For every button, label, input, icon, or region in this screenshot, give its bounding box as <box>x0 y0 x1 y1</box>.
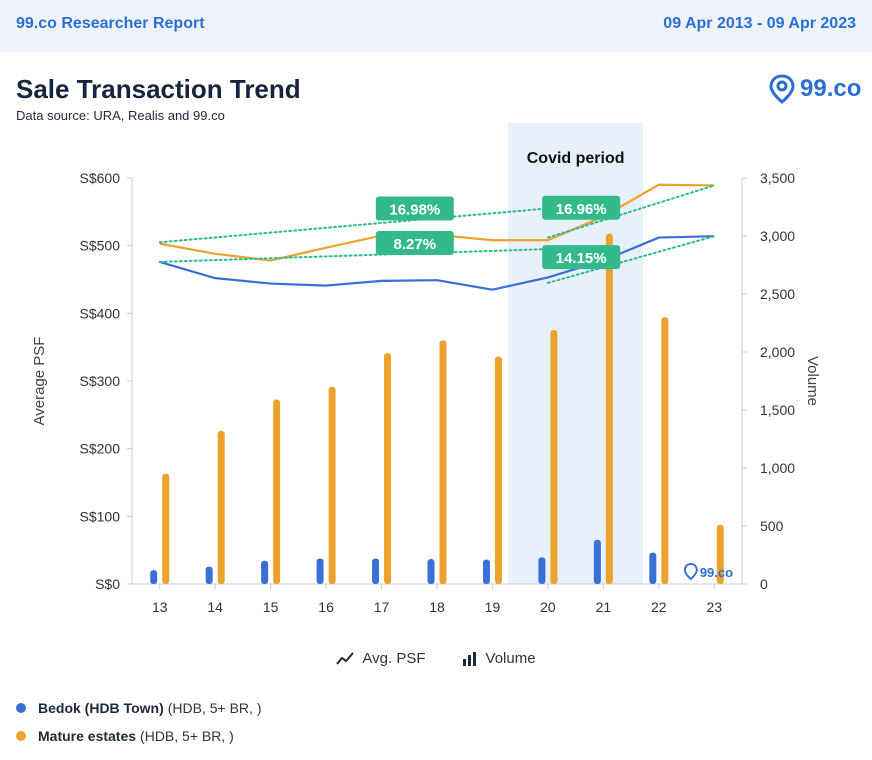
volume-bar <box>217 430 225 584</box>
report-header: 99.co Researcher Report 09 Apr 2013 - 09… <box>0 0 872 52</box>
watermark-text: 99.co <box>700 565 733 580</box>
growth-badge-label: 16.98% <box>389 201 440 218</box>
series-legend-item: Bedok (HDB Town) (HDB, 5+ BR, ) <box>16 694 261 722</box>
chart-legend: Avg. PSF Volume <box>0 650 872 667</box>
series-legend-item: Mature estates (HDB, 5+ BR, ) <box>16 722 261 750</box>
chart-watermark: 99.co <box>683 563 733 581</box>
legend-label-avg-psf: Avg. PSF <box>362 650 426 667</box>
volume-bar <box>261 560 269 584</box>
volume-bar <box>439 340 447 584</box>
x-axis-tick-label: 18 <box>429 599 445 615</box>
left-axis-tick-label: S$200 <box>80 441 121 457</box>
volume-bar <box>550 329 558 584</box>
brand-logo: 99.co <box>768 74 861 104</box>
volume-bar <box>538 557 546 584</box>
volume-bar <box>162 473 170 584</box>
trend-line <box>158 248 549 263</box>
x-axis-tick-label: 13 <box>152 599 168 615</box>
growth-badge-label: 8.27% <box>394 236 437 253</box>
x-axis-tick-label: 15 <box>263 599 279 615</box>
left-axis-tick-label: S$500 <box>80 238 121 254</box>
growth-badge-label: 16.96% <box>556 201 607 218</box>
left-axis-title: Average PSF <box>31 337 48 426</box>
right-axis-tick-label: 3,500 <box>760 170 795 186</box>
left-axis-tick-label: S$300 <box>80 373 121 389</box>
covid-period-label: Covid period <box>527 150 625 167</box>
volume-bar <box>482 559 490 584</box>
x-axis-tick-label: 20 <box>540 599 556 615</box>
right-axis-tick-label: 2,000 <box>760 344 795 360</box>
left-axis-tick-label: S$0 <box>95 576 120 592</box>
x-axis-tick-label: 17 <box>374 599 390 615</box>
volume-bar <box>605 233 613 584</box>
volume-bar <box>273 399 281 584</box>
legend-item-avg-psf[interactable]: Avg. PSF <box>336 650 426 667</box>
series-legend: Bedok (HDB Town) (HDB, 5+ BR, ) Mature e… <box>16 694 261 750</box>
logo-text: 99.co <box>800 75 862 102</box>
volume-bar <box>661 317 669 584</box>
chart-title: Sale Transaction Trend <box>16 74 301 104</box>
x-axis-tick-label: 21 <box>596 599 612 615</box>
right-axis-tick-label: 0 <box>760 576 768 592</box>
volume-bar <box>716 524 724 584</box>
legend-label-volume: Volume <box>485 650 536 667</box>
line-chart-icon <box>336 651 355 665</box>
volume-bar <box>328 386 336 584</box>
growth-badge-label: 14.15% <box>556 250 607 267</box>
right-axis-tick-label: 1,000 <box>760 460 795 476</box>
x-axis-tick-label: 14 <box>207 599 223 615</box>
left-axis-tick-label: S$400 <box>80 305 121 321</box>
volume-bar <box>384 353 392 584</box>
right-axis-tick-label: 500 <box>760 518 784 534</box>
right-axis-tick-label: 2,500 <box>760 286 795 302</box>
series-dot-icon <box>16 731 26 741</box>
data-source: Data source: URA, Realis and 99.co <box>16 108 225 123</box>
watermark-pin-icon <box>683 563 698 581</box>
x-axis-tick-label: 16 <box>318 599 334 615</box>
right-axis-tick-label: 1,500 <box>760 402 795 418</box>
legend-item-volume[interactable]: Volume <box>462 650 536 667</box>
report-name: 99.co Researcher Report <box>16 15 205 32</box>
series-detail: (HDB, 5+ BR, ) <box>140 728 234 744</box>
series-name: Mature estates <box>38 728 137 744</box>
x-axis-tick-label: 19 <box>485 599 501 615</box>
growth-badge <box>375 230 454 255</box>
series-detail: (HDB, 5+ BR, ) <box>167 700 262 716</box>
volume-bar <box>150 570 158 584</box>
series-dot-icon <box>16 703 26 713</box>
growth-badge <box>542 195 621 220</box>
volume-bar <box>649 552 657 584</box>
bar-chart-icon <box>462 651 476 666</box>
left-axis-tick-label: S$100 <box>80 508 121 524</box>
left-axis-tick-label: S$600 <box>80 170 121 186</box>
growth-badge <box>375 196 454 221</box>
series-name: Bedok (HDB Town) <box>38 700 164 716</box>
sale-transaction-chart: Covid period S$0 S$100 S$200 S$300 S$400 S$500… <box>31 123 821 615</box>
volume-bar <box>494 356 502 584</box>
trend-line <box>546 184 716 239</box>
x-axis-tick-label: 23 <box>706 599 722 615</box>
right-axis-title: Volume <box>804 356 821 406</box>
growth-badge <box>542 245 621 270</box>
volume-bar <box>593 539 601 584</box>
trend-line <box>158 207 549 244</box>
volume-bar <box>205 566 213 584</box>
right-axis-tick-label: 3,000 <box>760 228 795 244</box>
covid-period-band <box>508 123 644 584</box>
location-pin-icon <box>769 74 795 104</box>
volume-bar <box>427 559 435 584</box>
volume-bar <box>316 558 324 584</box>
date-range: 09 Apr 2013 - 09 Apr 2023 <box>663 15 856 32</box>
avg-psf-line <box>159 235 715 291</box>
x-axis-tick-label: 22 <box>651 599 667 615</box>
volume-bar <box>372 558 380 584</box>
trend-line <box>546 235 716 284</box>
